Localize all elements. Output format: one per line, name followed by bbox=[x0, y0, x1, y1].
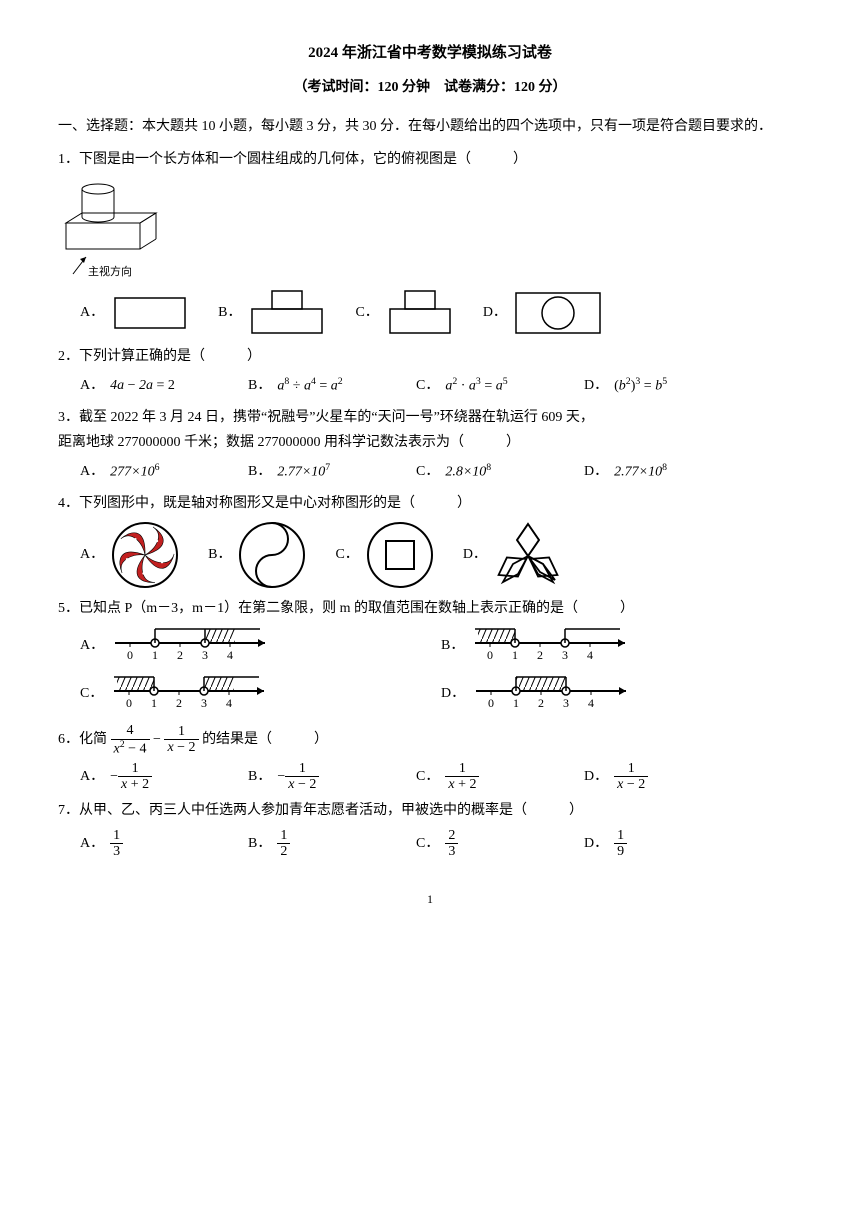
svg-text:1: 1 bbox=[151, 696, 157, 710]
svg-text:2: 2 bbox=[176, 696, 182, 710]
q3-opt-b: B．2.77×107 bbox=[248, 459, 388, 485]
question-5: 5．已知点 P（m－3，m－1）在第二象限，则 m 的取值范围在数轴上表示正确的… bbox=[58, 596, 802, 717]
svg-text:4: 4 bbox=[226, 696, 232, 710]
svg-text:1: 1 bbox=[152, 648, 158, 662]
svg-text:2: 2 bbox=[537, 648, 543, 662]
svg-text:4: 4 bbox=[588, 696, 594, 710]
svg-text:0: 0 bbox=[126, 696, 132, 710]
page-number: 1 bbox=[58, 889, 802, 911]
q6-opt-b: B．− 1x − 2 bbox=[248, 761, 388, 793]
q3-opt-d: D．2.77×108 bbox=[584, 459, 667, 485]
q7-stem: 7．从甲、乙、丙三人中任选两人参加青年志愿者活动，甲被选中的概率是（ ） bbox=[58, 798, 802, 823]
q7-opt-a: A．13 bbox=[80, 828, 220, 860]
svg-text:1: 1 bbox=[513, 696, 519, 710]
question-3: 3．截至 2022 年 3 月 24 日，携带“祝融号”火星车的“天问一号”环绕… bbox=[58, 405, 802, 485]
q6-opt-a: A．− 1x + 2 bbox=[80, 761, 220, 793]
section1-heading: 一、选择题：本大题共 10 小题，每小题 3 分，共 30 分．在每小题给出的四… bbox=[58, 114, 802, 139]
q1-opt-c: C． bbox=[355, 288, 454, 338]
q4-stem: 4．下列图形中，既是轴对称图形又是中心对称图形的是（ ） bbox=[58, 491, 802, 516]
svg-text:3: 3 bbox=[201, 696, 207, 710]
q3-stem2: 距离地球 277000000 千米；数据 277000000 用科学记数法表示为… bbox=[58, 430, 802, 455]
q5-opt-b: B． 01234 bbox=[441, 625, 802, 665]
q6-opt-d: D．1x − 2 bbox=[584, 761, 648, 793]
q7-opt-d: D．19 bbox=[584, 828, 627, 860]
svg-text:0: 0 bbox=[487, 648, 493, 662]
q2-opt-b: B．a8 ÷ a4 = a2 bbox=[248, 373, 388, 399]
svg-text:3: 3 bbox=[562, 648, 568, 662]
q3-opt-a: A．277×106 bbox=[80, 459, 220, 485]
q4-opt-d: D． bbox=[463, 520, 563, 590]
q2-opt-c: C．a2 · a3 = a5 bbox=[416, 373, 556, 399]
q5-stem: 5．已知点 P（m－3，m－1）在第二象限，则 m 的取值范围在数轴上表示正确的… bbox=[58, 596, 802, 621]
svg-text:4: 4 bbox=[227, 648, 233, 662]
q3-opt-c: C．2.8×108 bbox=[416, 459, 556, 485]
q4-opt-b: B． bbox=[208, 520, 307, 590]
q1-opt-a: A． bbox=[80, 293, 190, 333]
q3-stem1: 3．截至 2022 年 3 月 24 日，携带“祝融号”火星车的“天问一号”环绕… bbox=[58, 405, 802, 430]
q1-opt-b: B． bbox=[218, 288, 327, 338]
q2-stem: 2．下列计算正确的是（ ） bbox=[58, 344, 802, 369]
page-title: 2024 年浙江省中考数学模拟练习试卷 bbox=[58, 40, 802, 67]
q5-opt-a: A． 01234 bbox=[80, 625, 441, 665]
q4-opt-a: A． bbox=[80, 520, 180, 590]
q2-opt-d: D．(b2)3 = b5 bbox=[584, 373, 667, 399]
question-4: 4．下列图形中，既是轴对称图形又是中心对称图形的是（ ） A． bbox=[58, 491, 802, 590]
svg-text:2: 2 bbox=[538, 696, 544, 710]
q1-opt-d: D． bbox=[483, 290, 603, 336]
q6-opt-c: C．1x + 2 bbox=[416, 761, 556, 793]
q1-figure: 主视方向 bbox=[58, 179, 168, 284]
question-1: 1．下图是由一个长方体和一个圆柱组成的几何体，它的俯视图是（ ） 主视方向 A．… bbox=[58, 147, 802, 337]
svg-text:4: 4 bbox=[587, 648, 593, 662]
page-subtitle: （考试时间：120 分钟 试卷满分：120 分） bbox=[58, 75, 802, 100]
q6-stem: 6．化简 4x2 − 4 − 1x − 2 的结果是（ ） bbox=[58, 723, 802, 756]
q5-opt-c: C． 01234 bbox=[80, 673, 441, 713]
q7-opt-b: B．12 bbox=[248, 828, 388, 860]
svg-text:0: 0 bbox=[488, 696, 494, 710]
q2-opt-a: A．4a − 2a = 2 bbox=[80, 373, 220, 398]
svg-text:2: 2 bbox=[177, 648, 183, 662]
svg-text:3: 3 bbox=[202, 648, 208, 662]
svg-text:1: 1 bbox=[512, 648, 518, 662]
svg-text:0: 0 bbox=[127, 648, 133, 662]
question-6: 6．化简 4x2 − 4 − 1x − 2 的结果是（ ） A．− 1x + 2… bbox=[58, 723, 802, 792]
q7-opt-c: C．23 bbox=[416, 828, 556, 860]
question-7: 7．从甲、乙、丙三人中任选两人参加青年志愿者活动，甲被选中的概率是（ ） A．1… bbox=[58, 798, 802, 859]
q1-stem: 1．下图是由一个长方体和一个圆柱组成的几何体，它的俯视图是（ ） bbox=[58, 147, 802, 172]
question-2: 2．下列计算正确的是（ ） A．4a − 2a = 2 B．a8 ÷ a4 = … bbox=[58, 344, 802, 399]
svg-text:3: 3 bbox=[563, 696, 569, 710]
svg-text:主视方向: 主视方向 bbox=[88, 264, 132, 278]
q5-opt-d: D． 01234 bbox=[441, 673, 802, 713]
q4-opt-c: C． bbox=[335, 520, 434, 590]
